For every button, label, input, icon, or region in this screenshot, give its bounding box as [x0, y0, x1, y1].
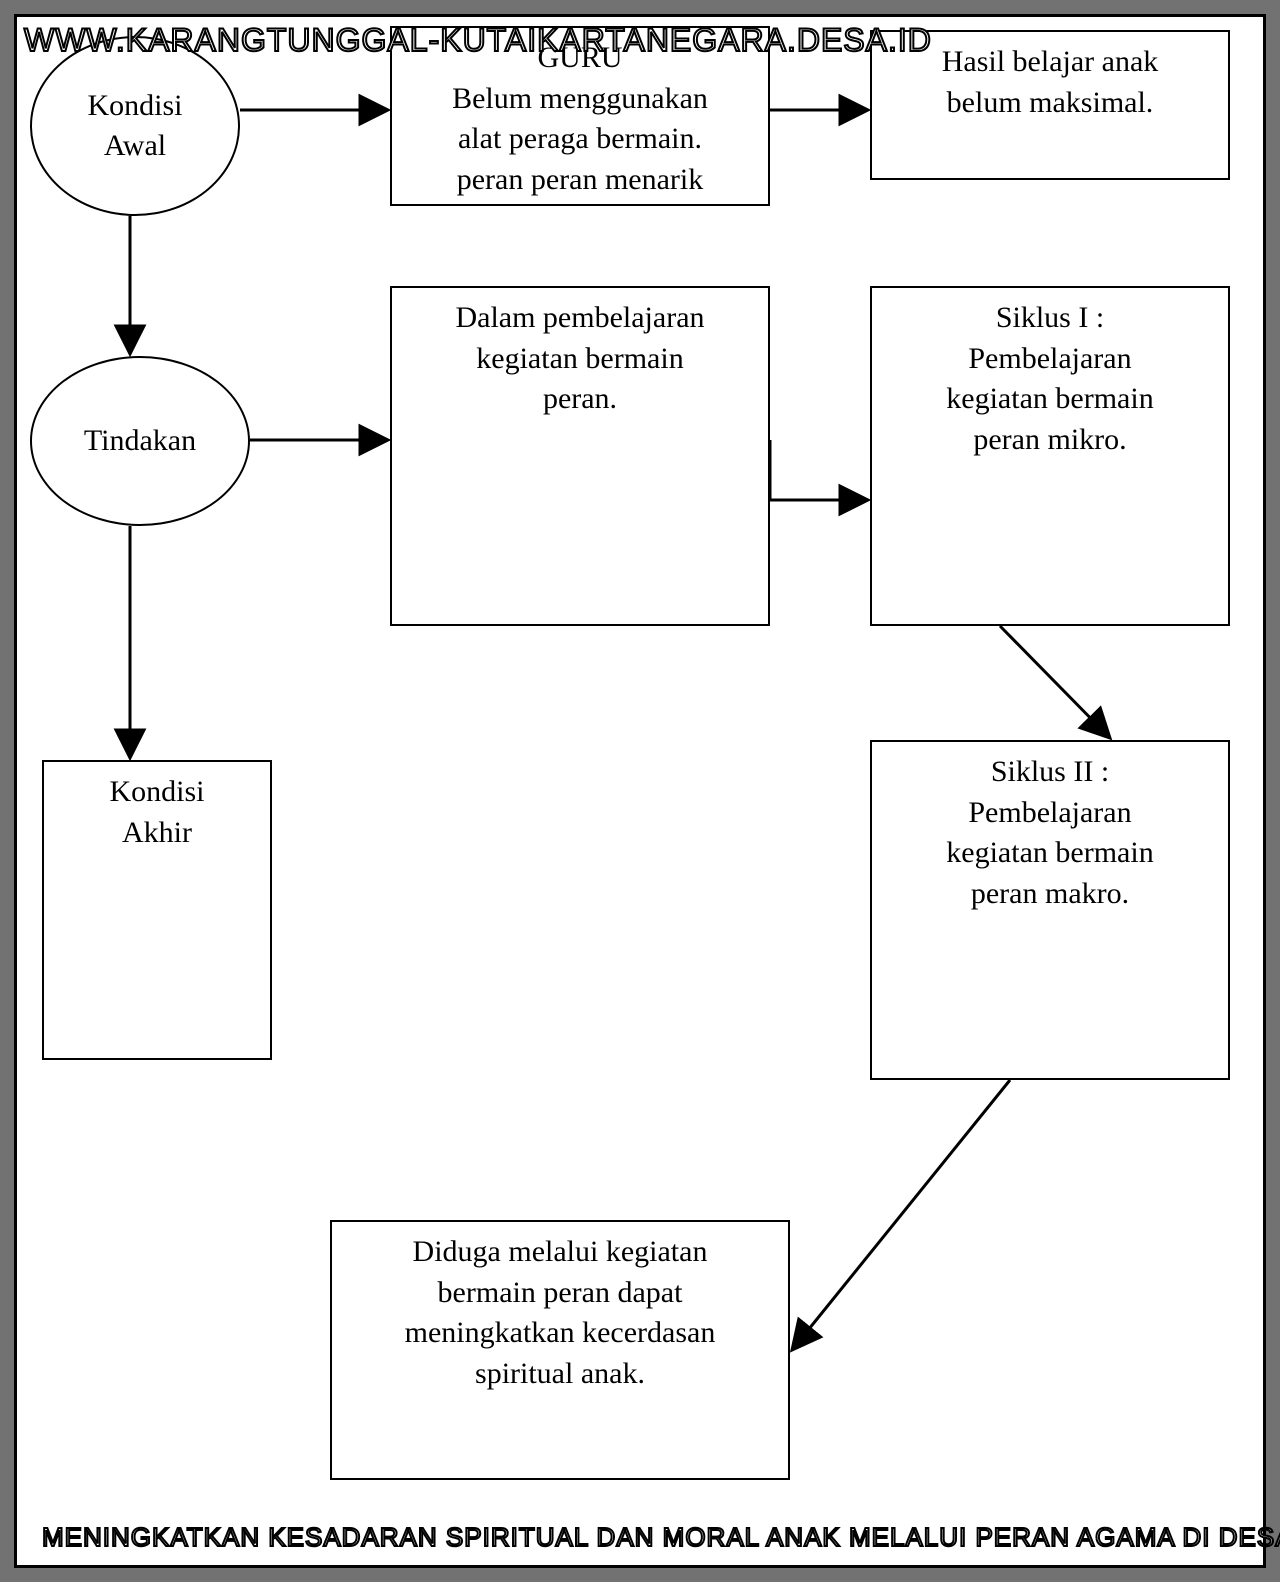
node-text-line: Akhir — [122, 813, 192, 854]
node-text-line: kegiatan bermain — [946, 379, 1153, 420]
node-text-line: Hasil belajar anak — [942, 42, 1159, 83]
node-text-line: peran peran menarik — [457, 160, 704, 201]
watermark-top: WWW.KARANGTUNGGAL-KUTAIKARTANEGARA.DESA.… — [24, 22, 932, 59]
node-text-line: Dalam pembelajaran — [455, 298, 704, 339]
node-diduga: Diduga melalui kegiatanbermain peran dap… — [330, 1220, 790, 1480]
node-text-line: Belum menggunakan — [452, 79, 708, 120]
node-text-line: kegiatan bermain — [476, 339, 683, 380]
node-text-line: belum maksimal. — [947, 83, 1154, 124]
node-text-line: Kondisi — [87, 86, 182, 127]
node-siklus-1: Siklus I :Pembelajarankegiatan bermainpe… — [870, 286, 1230, 626]
node-text-line: peran mikro. — [973, 420, 1126, 461]
watermark-bottom: MENINGKATKAN KESADARAN SPIRITUAL DAN MOR… — [42, 1522, 1280, 1553]
node-text-line: peran. — [543, 379, 617, 420]
node-text-line: Awal — [104, 126, 166, 167]
node-dalam-pembelajaran: Dalam pembelajarankegiatan bermainperan. — [390, 286, 770, 626]
node-text-line: Kondisi — [109, 772, 204, 813]
node-text-line: Siklus II : — [991, 752, 1109, 793]
node-text-line: Pembelajaran — [968, 793, 1131, 834]
node-text-line: meningkatkan kecerdasan — [405, 1313, 716, 1354]
node-text-line: bermain peran dapat — [438, 1273, 683, 1314]
node-text-line: spiritual anak. — [475, 1354, 645, 1395]
node-tindakan: Tindakan — [30, 356, 250, 526]
node-siklus-2: Siklus II :Pembelajarankegiatan bermainp… — [870, 740, 1230, 1080]
node-text-line: Tindakan — [84, 421, 196, 462]
node-text-line: Diduga melalui kegiatan — [413, 1232, 708, 1273]
node-text-line: Pembelajaran — [968, 339, 1131, 380]
node-kondisi-awal: KondisiAwal — [30, 36, 240, 216]
node-text-line: kegiatan bermain — [946, 833, 1153, 874]
node-kondisi-akhir: KondisiAkhir — [42, 760, 272, 1060]
node-text-line: Siklus I : — [996, 298, 1104, 339]
node-text-line: alat peraga bermain. — [458, 119, 702, 160]
node-text-line: peran makro. — [971, 874, 1129, 915]
